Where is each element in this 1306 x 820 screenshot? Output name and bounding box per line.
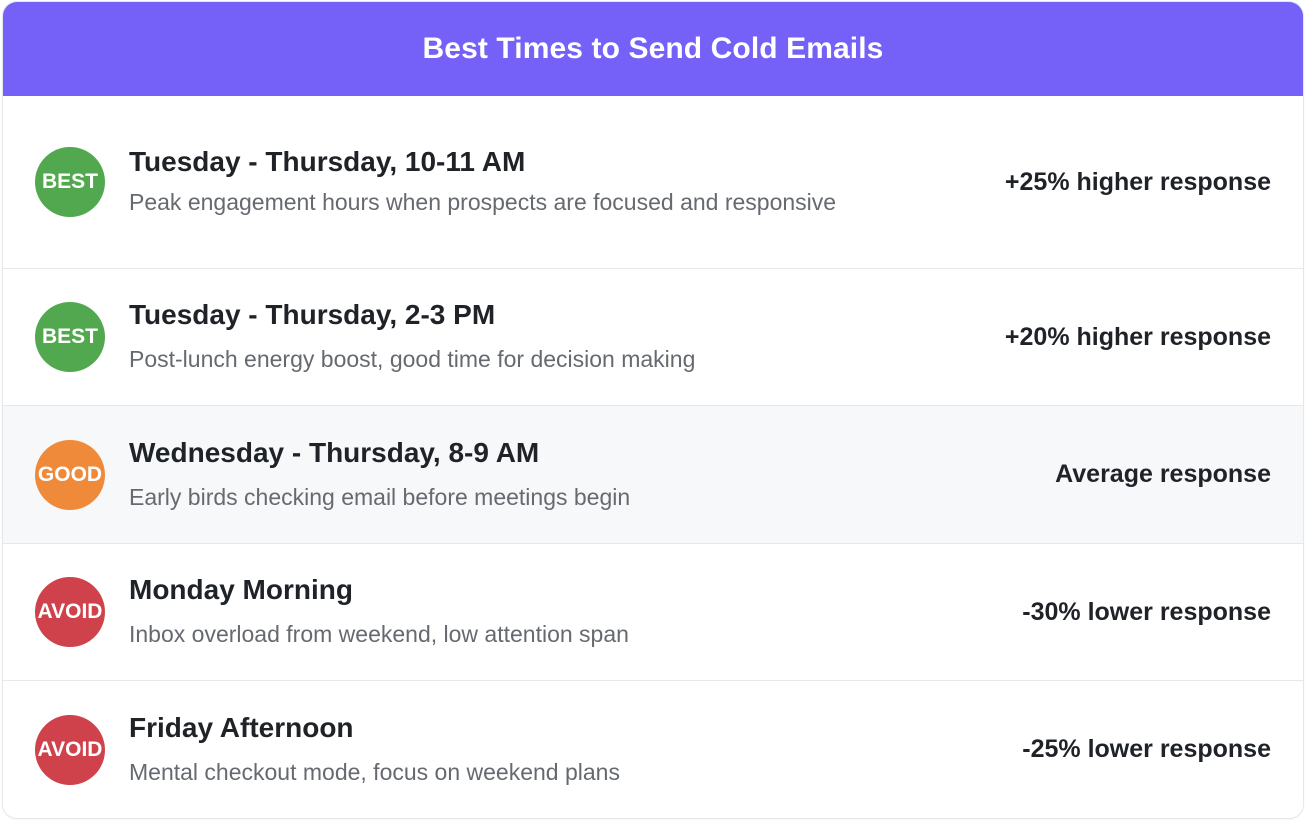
avoid-badge: AVOID bbox=[35, 714, 105, 785]
best-badge: BEST bbox=[35, 147, 105, 217]
badge-label: BEST bbox=[41, 325, 98, 348]
response-metric: Average response bbox=[1055, 460, 1271, 488]
row-description: Peak engagement hours when prospects are… bbox=[129, 189, 837, 215]
row-description: Early birds checking email before meetin… bbox=[129, 483, 631, 510]
badge-label: GOOD bbox=[37, 462, 103, 486]
row-title: Friday Afternoon bbox=[129, 711, 354, 743]
best-times-card: Best Times to Send Cold Emails BEST Tues… bbox=[3, 2, 1303, 818]
row-description: Post-lunch energy boost, good time for d… bbox=[129, 346, 696, 372]
avoid-badge: AVOID bbox=[35, 577, 105, 647]
badge-label: AVOID bbox=[37, 600, 103, 623]
time-row-friday-afternoon: AVOID Friday Afternoon Mental checkout m… bbox=[3, 681, 1303, 818]
best-badge: BEST bbox=[35, 302, 105, 372]
good-badge: GOOD bbox=[35, 439, 105, 510]
row-text: Tuesday - Thursday, 2-3 PM Post-lunch en… bbox=[129, 297, 889, 377]
card-header: Best Times to Send Cold Emails bbox=[3, 2, 1303, 96]
time-row-wed-thu-8-9am: GOOD Wednesday - Thursday, 8-9 AM Early … bbox=[3, 406, 1303, 544]
time-row-monday-morning: AVOID Monday Morning Inbox overload from… bbox=[3, 544, 1303, 681]
row-title: Tuesday - Thursday, 10-11 AM bbox=[129, 146, 526, 177]
response-metric: -25% lower response bbox=[1022, 735, 1271, 763]
response-metric: -30% lower response bbox=[1022, 597, 1271, 626]
row-description: Inbox overload from weekend, low attenti… bbox=[129, 621, 629, 647]
card-title: Best Times to Send Cold Emails bbox=[422, 32, 884, 65]
response-metric: +25% higher response bbox=[1004, 167, 1271, 196]
row-text: Tuesday - Thursday, 10-11 AM Peak engage… bbox=[129, 144, 889, 220]
row-text: Monday Morning Inbox overload from weeke… bbox=[129, 572, 889, 652]
row-description: Mental checkout mode, focus on weekend p… bbox=[129, 758, 620, 785]
badge-label: BEST bbox=[41, 170, 98, 193]
response-metric: +20% higher response bbox=[1004, 322, 1271, 351]
time-row-tue-thu-10-11am: BEST Tuesday - Thursday, 10-11 AM Peak e… bbox=[3, 96, 1303, 269]
row-title: Monday Morning bbox=[129, 574, 353, 605]
row-title: Wednesday - Thursday, 8-9 AM bbox=[129, 436, 540, 468]
time-row-tue-thu-2-3pm: BEST Tuesday - Thursday, 2-3 PM Post-lun… bbox=[3, 269, 1303, 406]
row-text: Wednesday - Thursday, 8-9 AM Early birds… bbox=[129, 435, 889, 515]
row-title: Tuesday - Thursday, 2-3 PM bbox=[129, 299, 496, 330]
row-text: Friday Afternoon Mental checkout mode, f… bbox=[129, 710, 889, 790]
badge-label: AVOID bbox=[37, 737, 103, 761]
